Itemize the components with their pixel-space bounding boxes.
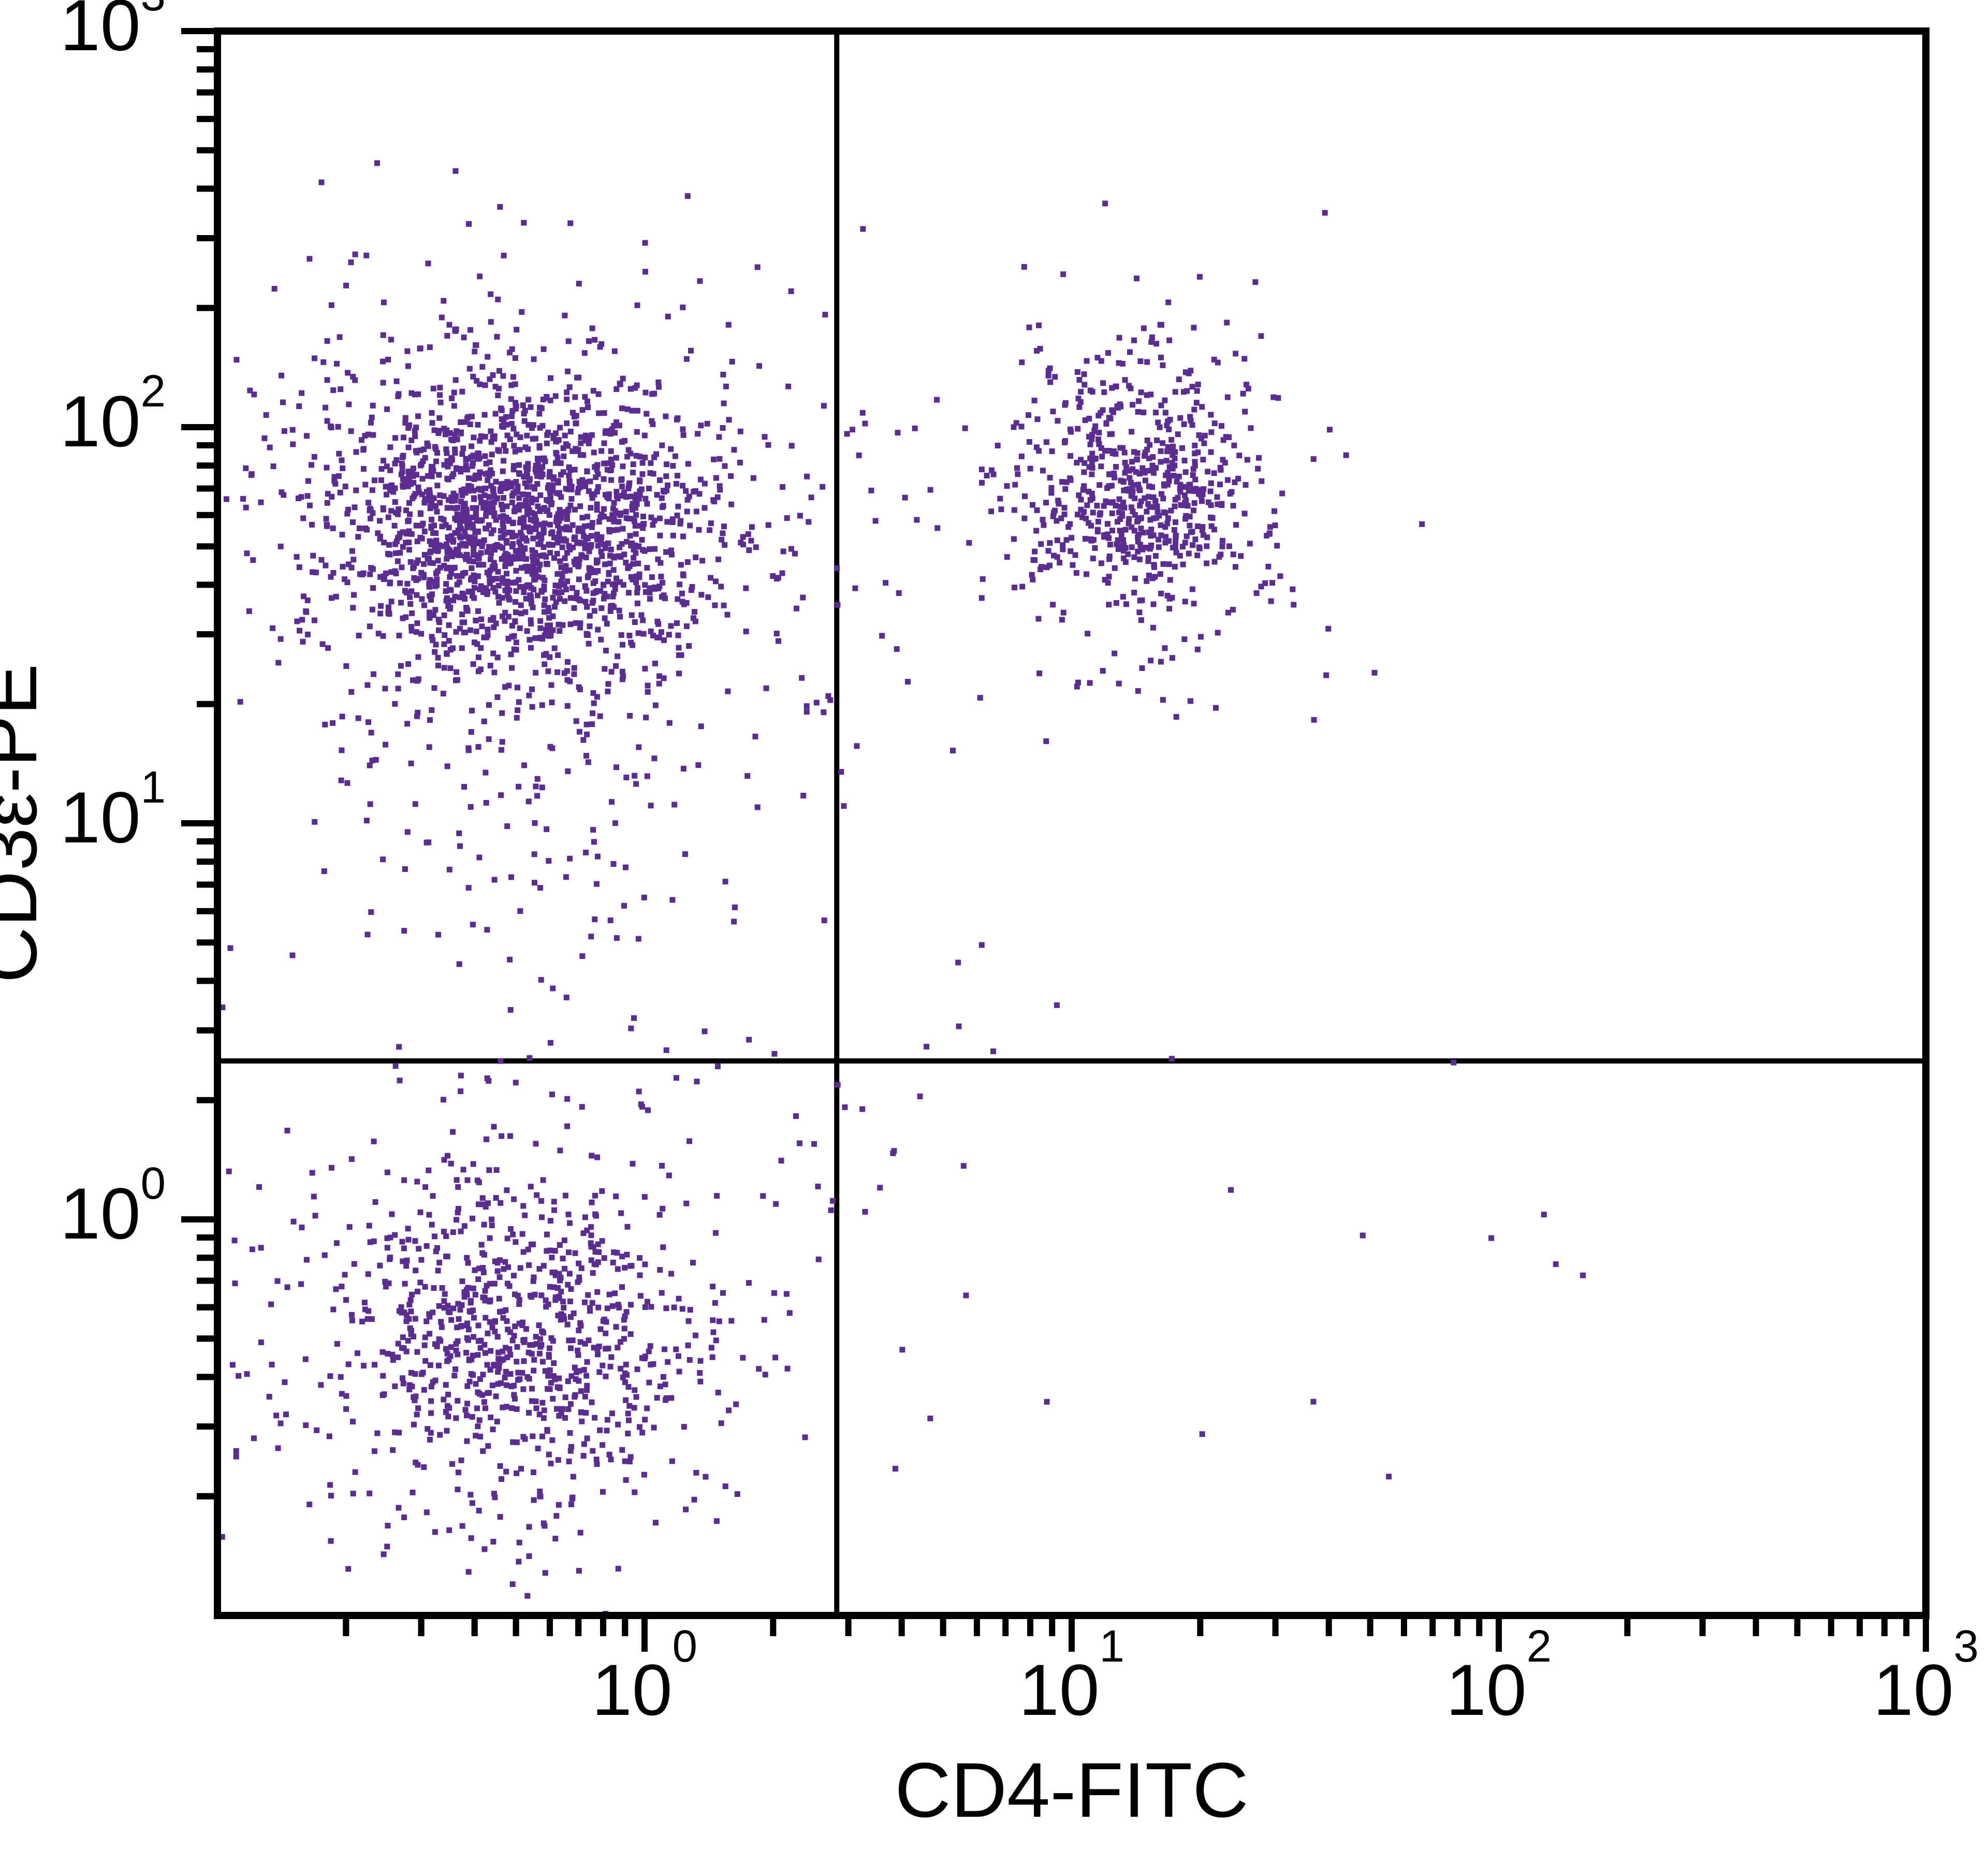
tick-labels: 100101102103100101102103	[60, 0, 1979, 1730]
tick-label: 103	[60, 0, 166, 66]
scatter-points	[59, 0, 1586, 1808]
tick-label: 100	[60, 1158, 166, 1254]
scatter-chart: 100101102103100101102103 CD4-FITC CD3ε-P…	[0, 0, 1988, 1849]
y-axis-label: CD3ε-PE	[0, 664, 53, 983]
axis-ticks	[181, 31, 1926, 1652]
x-axis-label: CD4-FITC	[895, 1746, 1248, 1833]
figure-container: 100101102103100101102103 CD4-FITC CD3ε-P…	[0, 0, 1988, 1849]
tick-label: 101	[60, 762, 166, 858]
tick-label: 102	[60, 366, 166, 462]
